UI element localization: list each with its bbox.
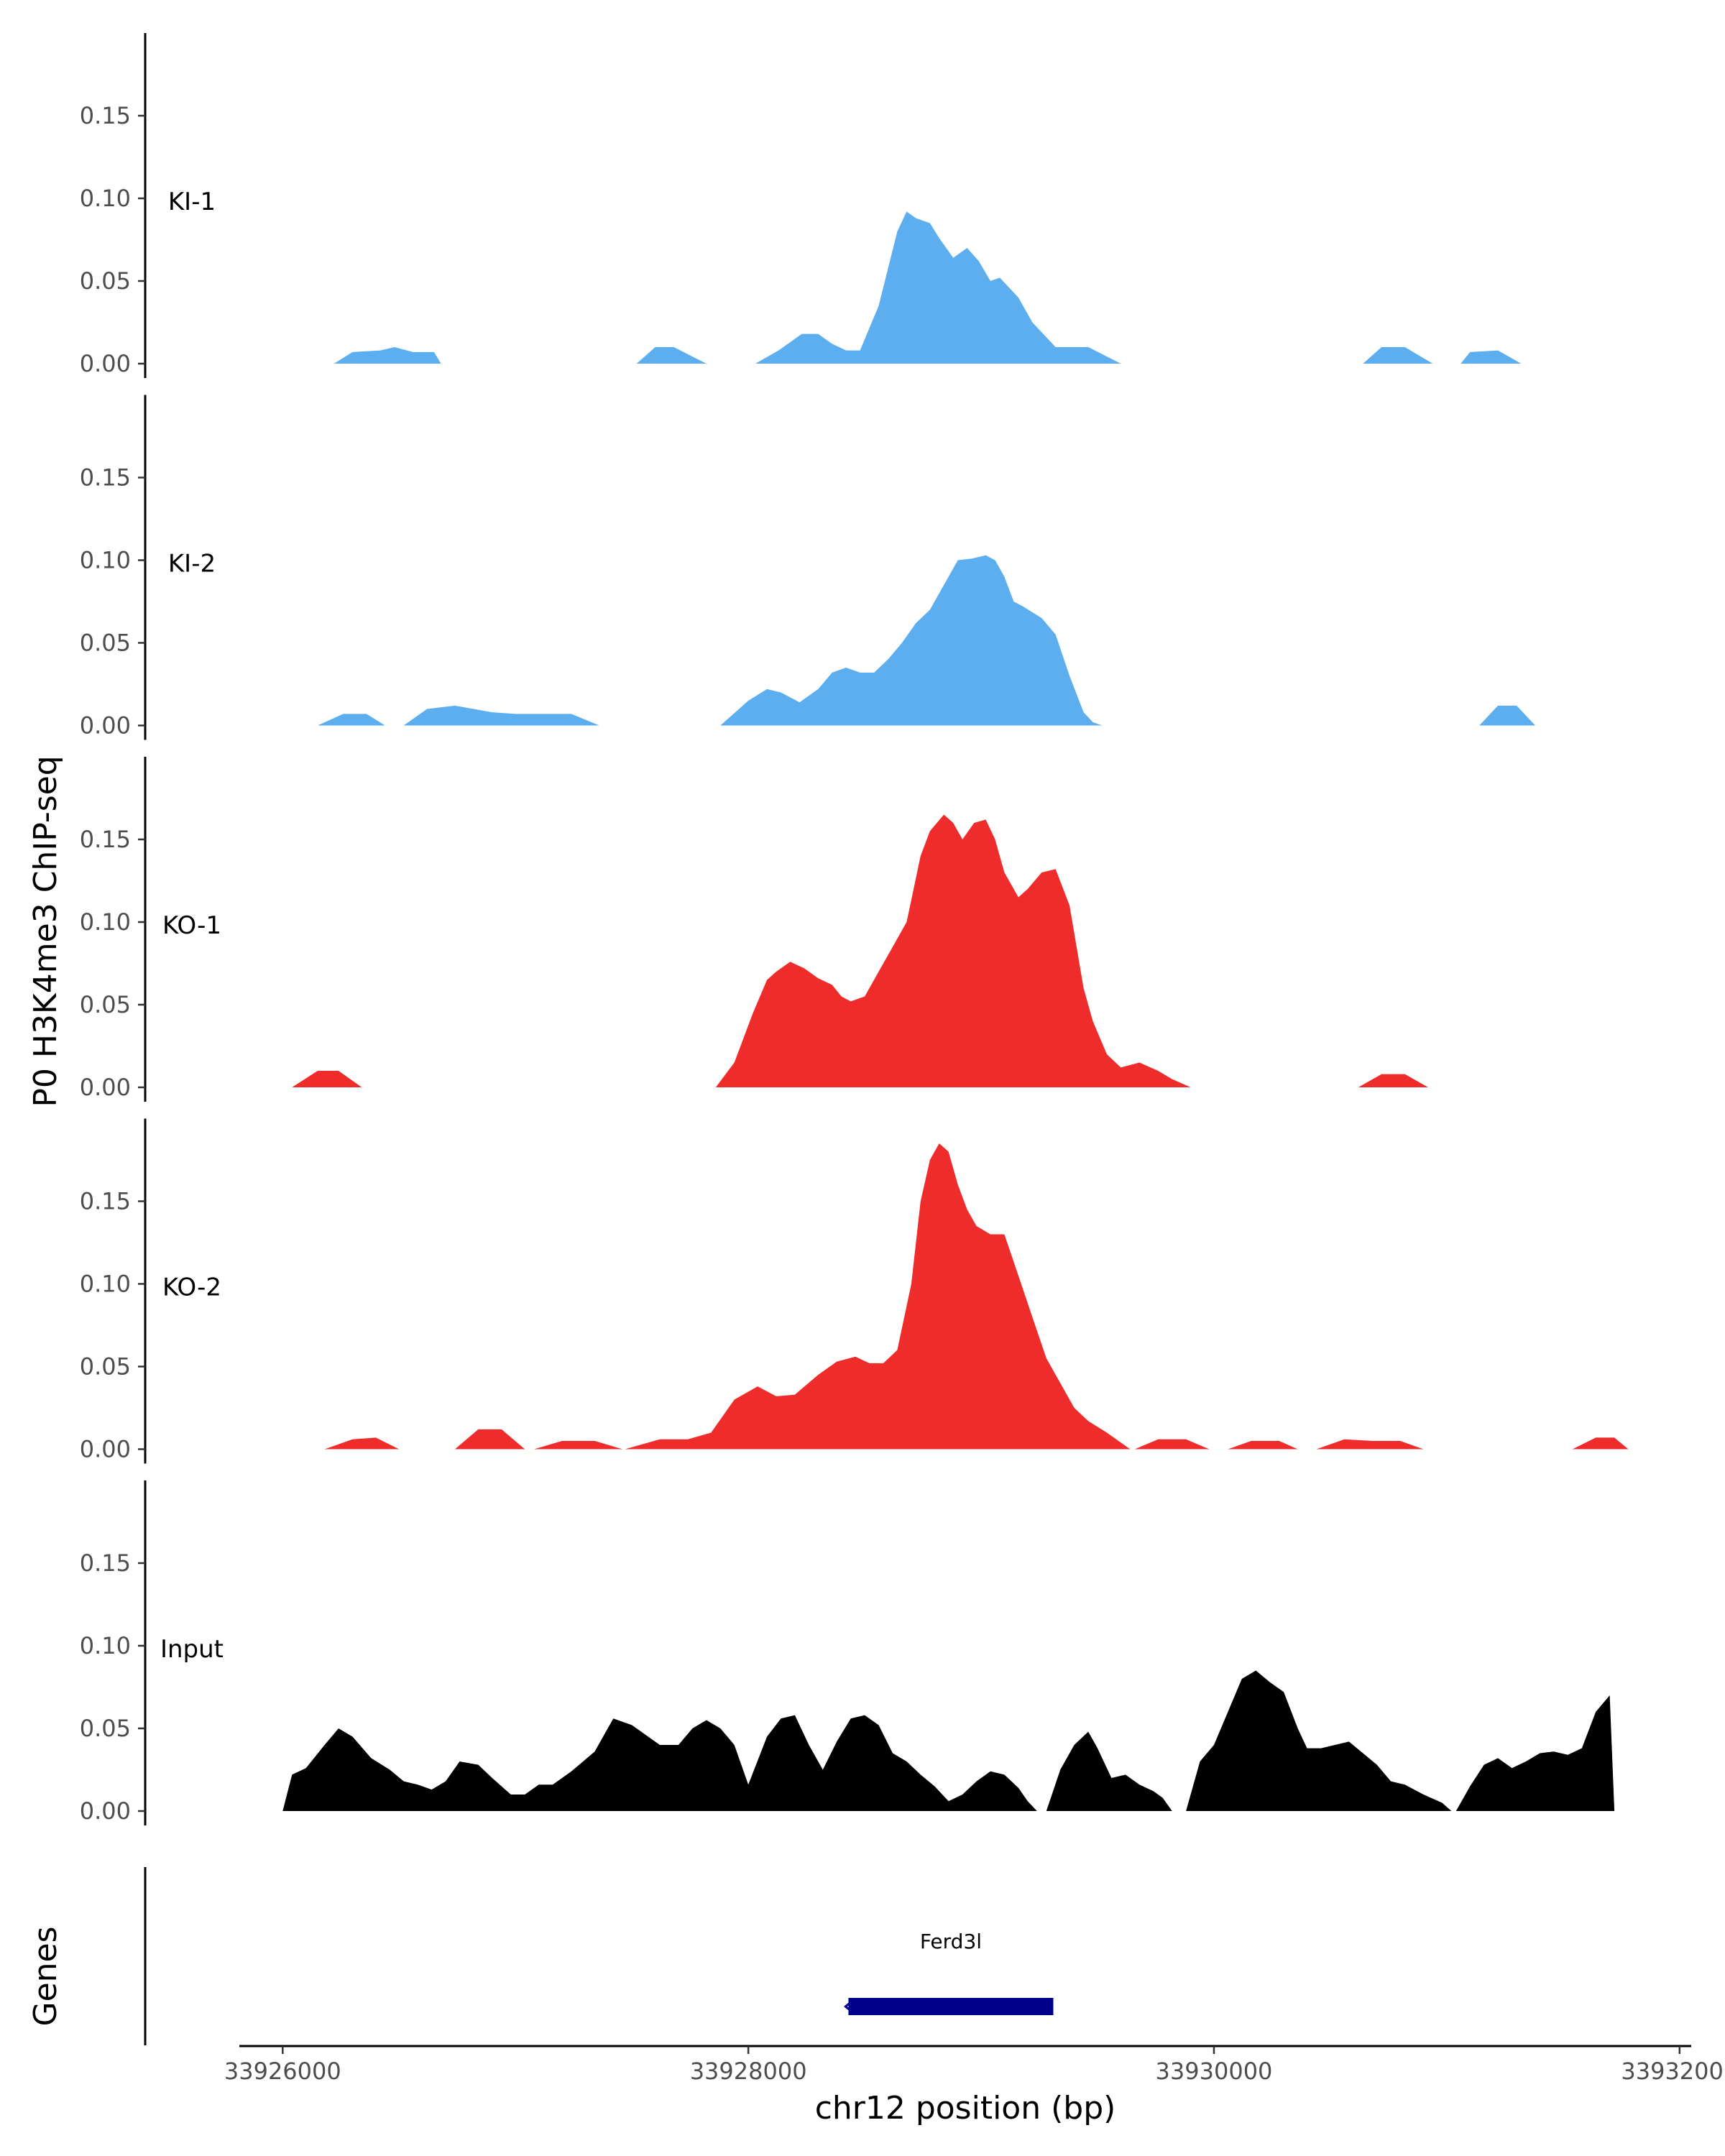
y-tick-label-ki-1: 0.00 <box>80 350 131 377</box>
track-panel-ki-1: 0.00 0.05 0.10 0.15 KI-1 <box>80 33 1522 378</box>
coverage-area-ko-2-6 <box>1228 1441 1298 1450</box>
coverage-area-ki-2-4 <box>1479 705 1535 726</box>
coverage-area-ko-2-2 <box>455 1429 525 1450</box>
coverage-area-ki-2-3 <box>720 555 1103 726</box>
coverage-tracks: 0.00 0.05 0.10 0.15 KI-1 0.00 0.05 0.10 0.15 KI-2… <box>80 33 1629 1825</box>
y-tick-label-ko-1: 0.10 <box>80 908 131 936</box>
coverage-area-ko-2-1 <box>324 1437 400 1450</box>
x-tick-label: 33932000 <box>1621 2058 1725 2085</box>
coverage-area-ko-2-4 <box>625 1143 1131 1450</box>
coverage-area-ko-2-8 <box>1572 1437 1629 1450</box>
gene-body-ferd3l <box>848 1998 1054 2015</box>
coverage-area-ko-2-3 <box>534 1441 623 1450</box>
track-panel-input: 0.00 0.05 0.10 0.15 Input <box>80 1480 1615 1825</box>
y-tick-label-ki-2: 0.10 <box>80 547 131 574</box>
track-label-ki-1: KI-1 <box>168 188 216 216</box>
track-label-ko-2: KO-2 <box>162 1273 221 1302</box>
genes-panel-title: Genes <box>27 1926 64 2026</box>
coverage-area-ko-1-3 <box>1358 1074 1428 1087</box>
x-tick-label: 33930000 <box>1156 2058 1273 2085</box>
x-tick-label: 33926000 <box>224 2058 341 2085</box>
coverage-area-ki-1-4 <box>1363 347 1433 364</box>
strand-arrow-icon <box>844 1998 855 2015</box>
y-tick-label-ki-2: 0.15 <box>80 464 131 492</box>
y-tick-label-ki-2: 0.00 <box>80 712 131 740</box>
coverage-area-input-2 <box>1046 1731 1172 1811</box>
coverage-area-ko-1-1 <box>292 1071 362 1087</box>
y-tick-label-ko-1: 0.15 <box>80 826 131 853</box>
track-label-ki-2: KI-2 <box>168 550 216 579</box>
y-tick-label-ki-1: 0.05 <box>80 267 131 295</box>
coverage-area-input-1 <box>282 1715 1037 1811</box>
x-axis-title: chr12 position (bp) <box>815 2090 1116 2127</box>
y-tick-label-input: 0.15 <box>80 1549 131 1577</box>
coverage-area-ko-2-5 <box>1134 1439 1210 1450</box>
coverage-area-input-3 <box>1186 1670 1452 1811</box>
coverage-area-ko-2-7 <box>1316 1439 1424 1450</box>
y-tick-label-ko-1: 0.00 <box>80 1074 131 1101</box>
track-panel-ki-2: 0.00 0.05 0.10 0.15 KI-2 <box>80 395 1535 740</box>
coverage-area-ki-1-5 <box>1460 350 1522 364</box>
x-tick-label: 33928000 <box>690 2058 807 2085</box>
y-tick-label-input: 0.05 <box>80 1715 131 1742</box>
y-axis-title: P0 H3K4me3 ChIP-seq <box>27 755 64 1107</box>
y-tick-label-ki-1: 0.15 <box>80 102 131 129</box>
coverage-area-ki-1-2 <box>636 347 707 364</box>
y-tick-label-ko-2: 0.15 <box>80 1188 131 1215</box>
coverage-area-ki-2-1 <box>317 714 385 726</box>
y-tick-label-ko-2: 0.05 <box>80 1353 131 1381</box>
gene-label-ferd3l: Ferd3l <box>920 1930 982 1953</box>
track-label-ko-1: KO-1 <box>162 911 221 940</box>
track-panel-ko-1: 0.00 0.05 0.10 0.15 KO-1 <box>80 757 1428 1102</box>
y-tick-label-input: 0.00 <box>80 1797 131 1825</box>
coverage-area-ki-1-1 <box>334 347 441 364</box>
track-panel-ko-2: 0.00 0.05 0.10 0.15 KO-2 <box>80 1118 1629 1464</box>
gene-track: Ferd3l <box>144 1867 1054 2045</box>
y-tick-label-ki-2: 0.05 <box>80 630 131 657</box>
y-tick-label-ko-1: 0.05 <box>80 991 131 1018</box>
coverage-area-ki-1-3 <box>755 211 1121 364</box>
y-tick-label-ko-2: 0.10 <box>80 1271 131 1298</box>
track-label-input: Input <box>160 1635 224 1664</box>
y-tick-label-ki-1: 0.10 <box>80 185 131 212</box>
coverage-area-input-4 <box>1455 1695 1615 1811</box>
coverage-area-ko-1-2 <box>715 814 1191 1087</box>
y-tick-label-input: 0.10 <box>80 1632 131 1659</box>
y-tick-label-ko-2: 0.00 <box>80 1436 131 1463</box>
x-axis: 33926000 33928000 33930000 33932000 <box>224 2045 1725 2085</box>
coverage-area-ki-2-2 <box>403 705 599 726</box>
